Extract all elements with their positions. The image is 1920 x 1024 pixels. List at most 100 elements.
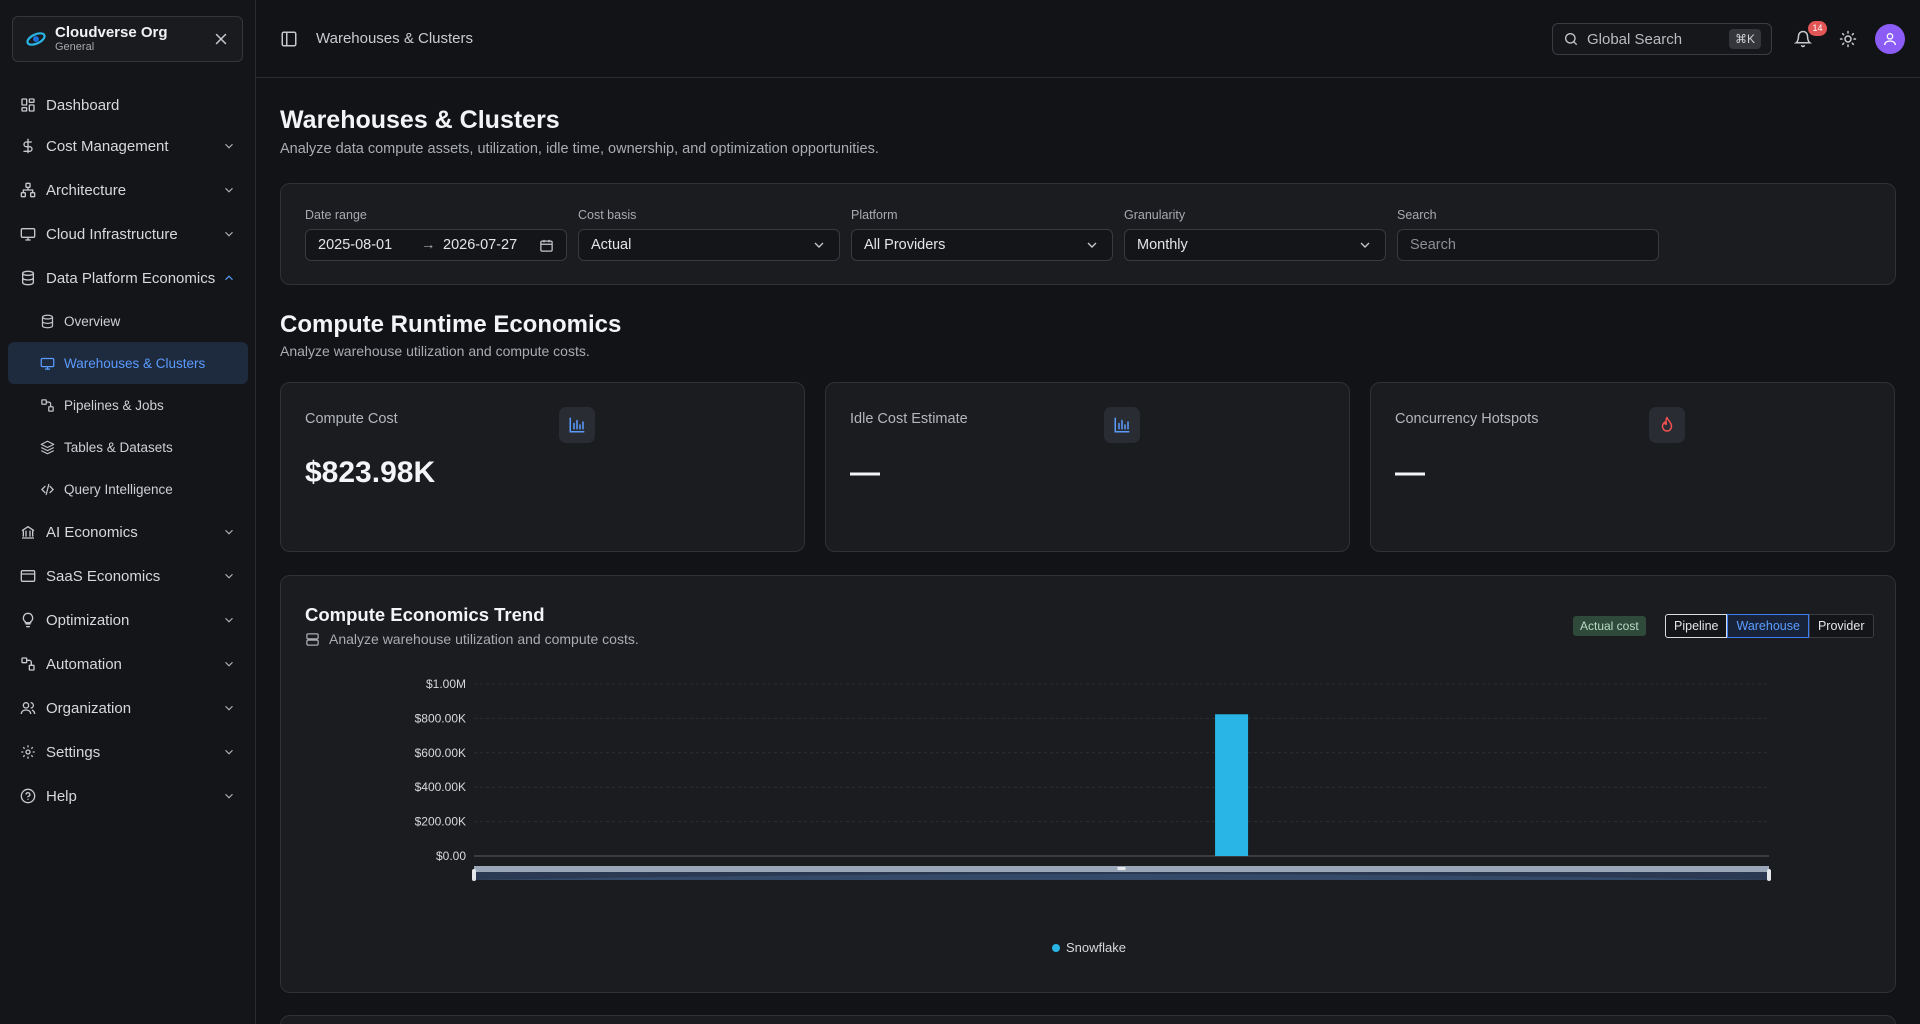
platform-filter: Platform All Providers [851, 208, 1113, 261]
search-field[interactable] [1397, 229, 1659, 261]
sidebar-item-ai-economics[interactable]: AI Economics [8, 510, 248, 554]
sidebar-item-label: Help [46, 787, 77, 805]
sidebar-item-label: Automation [46, 655, 122, 673]
org-switcher[interactable]: Cloudverse Org General [12, 16, 243, 62]
sidebar-item-automation[interactable]: Automation [8, 642, 248, 686]
range-slider-handle-left[interactable] [472, 869, 476, 881]
kpi-value: — [1395, 456, 1425, 489]
sidebar-subitem-overview[interactable]: Overview [8, 300, 248, 342]
kpi-label: Compute Cost [305, 411, 398, 427]
toggle-warehouse[interactable]: Warehouse [1727, 614, 1809, 638]
topbar: Warehouses & Clusters Global Search ⌘K 1… [256, 0, 1920, 78]
database-icon [41, 314, 54, 328]
chevron-down-icon [225, 793, 233, 799]
sidebar-item-organization[interactable]: Organization [8, 686, 248, 730]
cost-basis-value: Actual [591, 237, 632, 253]
cost-basis-select[interactable]: Actual [578, 229, 840, 261]
user-icon [1884, 33, 1896, 46]
network-icon [20, 182, 36, 198]
chevron-down-icon [225, 617, 233, 623]
chevron-up-icon [225, 275, 233, 281]
search-icon [1565, 33, 1577, 45]
window-icon [20, 570, 36, 582]
bar[interactable] [1215, 714, 1249, 856]
breadcrumb: Warehouses & Clusters [316, 30, 474, 47]
granularity-value: Monthly [1137, 237, 1188, 253]
trend-bar-chart: $0.00 $200.00K $400.00K $600.00K $800.00K $1.… [415, 677, 1771, 881]
global-search[interactable]: Global Search ⌘K [1552, 23, 1772, 55]
sidebar-item-optimization[interactable]: Optimization [8, 598, 248, 642]
sidebar-item-saas-economics[interactable]: SaaS Economics [8, 554, 248, 598]
help-circle-icon [20, 788, 36, 804]
kpi-card-idle-cost: Idle Cost Estimate — [825, 382, 1350, 552]
chart-subtitle-text: Analyze warehouse utilization and comput… [329, 631, 639, 647]
layers-icon [40, 440, 55, 454]
granularity-filter: Granularity Monthly [1124, 208, 1386, 261]
sidebar-item-label: Cloud Infrastructure [46, 225, 178, 243]
sun-icon[interactable] [1839, 30, 1857, 48]
sidebar-item-settings[interactable]: Settings [8, 730, 248, 774]
chevron-down-icon [225, 529, 233, 535]
next-card [280, 1015, 1896, 1024]
toggle-pipeline[interactable]: Pipeline [1665, 614, 1728, 638]
server-icon [306, 632, 319, 646]
section-title: Compute Runtime Economics [280, 311, 622, 338]
sidebar-subitem-label: Pipelines & Jobs [64, 397, 164, 413]
sidebar-subitem-tables[interactable]: Tables & Datasets [8, 426, 248, 468]
main-content: Warehouses & Clusters Global Search ⌘K 1… [256, 0, 1920, 1024]
sidebar-item-data-platform-economics[interactable]: Data Platform Economics [8, 256, 248, 300]
grid-icon [21, 98, 35, 112]
date-arrow: → [421, 237, 436, 253]
sidebar-item-label: AI Economics [46, 523, 138, 541]
sidebar-item-architecture[interactable]: Architecture [8, 168, 248, 212]
legend-label: Snowflake [1066, 940, 1126, 955]
sidebar-subitem-query[interactable]: Query Intelligence [8, 468, 248, 510]
toggle-provider[interactable]: Provider [1808, 614, 1874, 638]
close-icon[interactable] [212, 30, 230, 48]
cost-basis-filter: Cost basis Actual [578, 208, 840, 261]
sidebar-item-label: Data Platform Economics [46, 269, 216, 287]
gear-icon [21, 745, 35, 759]
page-title: Warehouses & Clusters [280, 106, 560, 134]
sidebar-toggle-icon[interactable] [280, 30, 298, 48]
lightbulb-icon [22, 612, 34, 628]
range-slider-handle-right[interactable] [1767, 869, 1771, 881]
kpi-value: $823.98K [305, 456, 436, 489]
range-slider-grip[interactable] [1117, 867, 1126, 870]
sidebar-subitem-pipelines[interactable]: Pipelines & Jobs [8, 384, 248, 426]
search-input[interactable] [1410, 237, 1646, 253]
sidebar-item-help[interactable]: Help [8, 774, 248, 818]
chevron-down-icon [814, 242, 824, 248]
avatar[interactable] [1875, 24, 1905, 54]
granularity-select[interactable]: Monthly [1124, 229, 1386, 261]
chart-subtitle: Analyze warehouse utilization and comput… [305, 631, 639, 647]
monitor-cloud-icon [20, 228, 36, 241]
filter-bar: Date range 2025-08-01 → 2026-07-27 Cost … [280, 183, 1896, 285]
y-tick-label: $200.00K [415, 815, 466, 829]
sidebar-subitem-warehouses[interactable]: Warehouses & Clusters [8, 342, 248, 384]
search-label: Search [1397, 208, 1437, 222]
search-filter: Search [1397, 208, 1659, 261]
sidebar-item-dashboard[interactable]: Dashboard [8, 86, 248, 124]
notification-badge: 14 [1808, 21, 1827, 36]
platform-select[interactable]: All Providers [851, 229, 1113, 261]
sidebar-nav: Dashboard Cost Management Architecture C… [8, 86, 248, 818]
date-range-picker[interactable]: 2025-08-01 → 2026-07-27 [305, 229, 567, 261]
bar-chart-icon [1114, 417, 1130, 433]
sidebar-item-cost-management[interactable]: Cost Management [8, 124, 248, 168]
chevron-down-icon [225, 749, 233, 755]
bell-icon[interactable] [1794, 30, 1812, 48]
kpi-icon-box [1104, 407, 1140, 443]
cost-tag: Actual cost [1573, 616, 1646, 636]
chevron-down-icon [225, 231, 233, 237]
sidebar-item-cloud-infrastructure[interactable]: Cloud Infrastructure [8, 212, 248, 256]
chevron-down-icon [225, 705, 233, 711]
kpi-label: Concurrency Hotspots [1395, 411, 1539, 427]
sidebar-item-label: Architecture [46, 181, 127, 199]
kpi-label: Idle Cost Estimate [850, 411, 968, 427]
legend-dot [1052, 943, 1060, 952]
platform-value: All Providers [864, 237, 946, 253]
global-search-placeholder: Global Search [1587, 30, 1683, 48]
cost-basis-label: Cost basis [578, 208, 637, 222]
kpi-value: — [850, 456, 880, 489]
